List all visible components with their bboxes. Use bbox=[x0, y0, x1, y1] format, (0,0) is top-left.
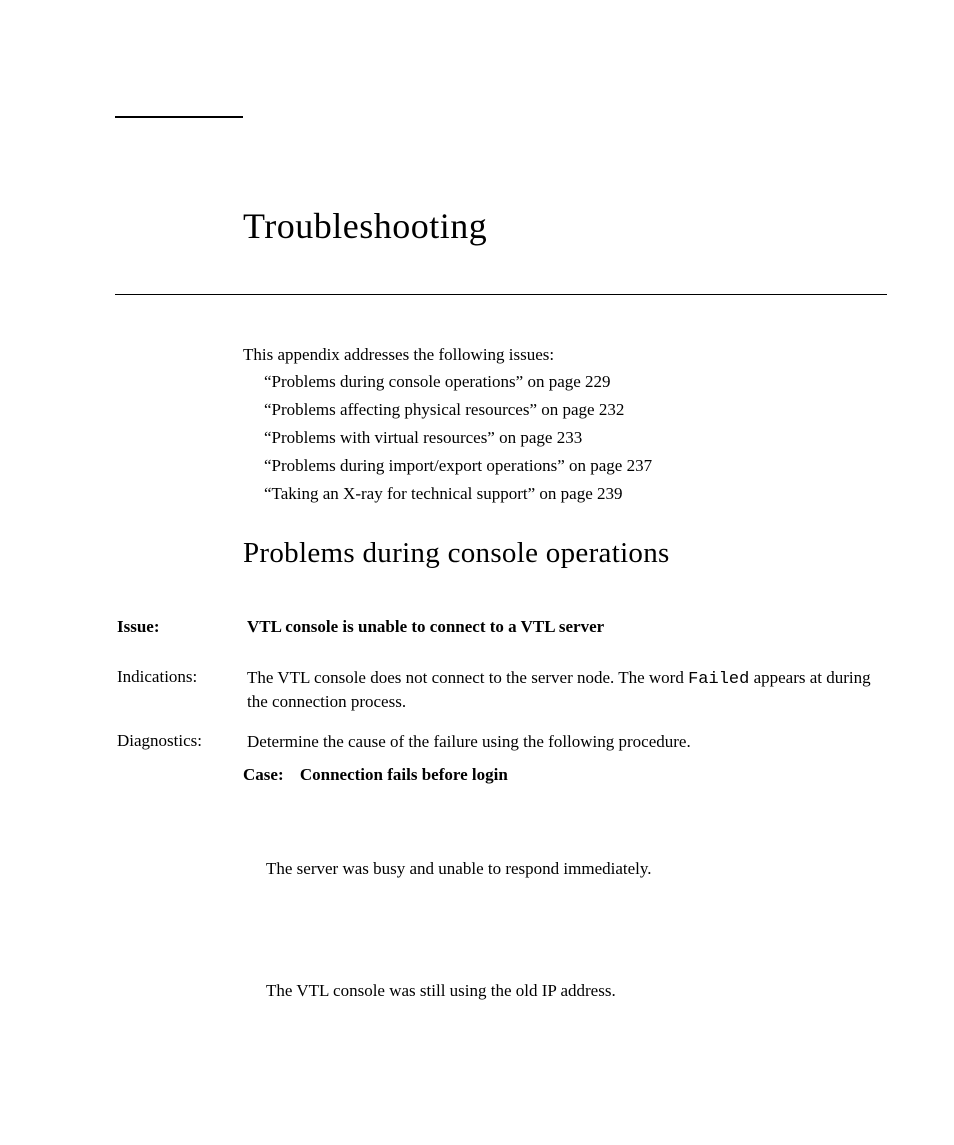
toc-item: “Taking an X-ray for technical support” … bbox=[264, 480, 652, 508]
diagnostics-label: Diagnostics: bbox=[117, 731, 243, 751]
title-rule bbox=[115, 294, 887, 295]
explanation-2: The VTL console was still using the old … bbox=[266, 981, 616, 1001]
indications-row: Indications: The VTL console does not co… bbox=[117, 667, 887, 713]
case-label: Case: bbox=[243, 765, 284, 784]
issue-content: VTL console is unable to connect to a VT… bbox=[247, 617, 887, 637]
diagnostics-row: Diagnostics: Determine the cause of the … bbox=[117, 731, 887, 753]
case-content: Connection fails before login bbox=[300, 765, 508, 784]
indications-prefix: The VTL console does not connect to the … bbox=[247, 668, 688, 687]
intro-text: This appendix addresses the following is… bbox=[243, 341, 554, 368]
diagnostics-content: Determine the cause of the failure using… bbox=[247, 731, 887, 753]
indications-label: Indications: bbox=[117, 667, 243, 687]
indications-code: Failed bbox=[688, 670, 749, 689]
section-heading: Problems during console operations bbox=[243, 537, 670, 570]
issue-row: Issue: VTL console is unable to connect … bbox=[117, 617, 887, 637]
chapter-title: Troubleshooting bbox=[243, 205, 487, 247]
indications-content: The VTL console does not connect to the … bbox=[247, 667, 887, 713]
toc-item: “Problems during console operations” on … bbox=[264, 368, 652, 396]
explanation-1: The server was busy and unable to respon… bbox=[266, 859, 652, 879]
toc-item: “Problems with virtual resources” on pag… bbox=[264, 424, 652, 452]
header-rule bbox=[115, 116, 243, 118]
toc-item: “Problems during import/export operation… bbox=[264, 452, 652, 480]
toc-item: “Problems affecting physical resources” … bbox=[264, 396, 652, 424]
issue-label: Issue: bbox=[117, 617, 243, 637]
toc-list: “Problems during console operations” on … bbox=[264, 368, 652, 508]
case-line: Case: Connection fails before login bbox=[243, 765, 508, 785]
